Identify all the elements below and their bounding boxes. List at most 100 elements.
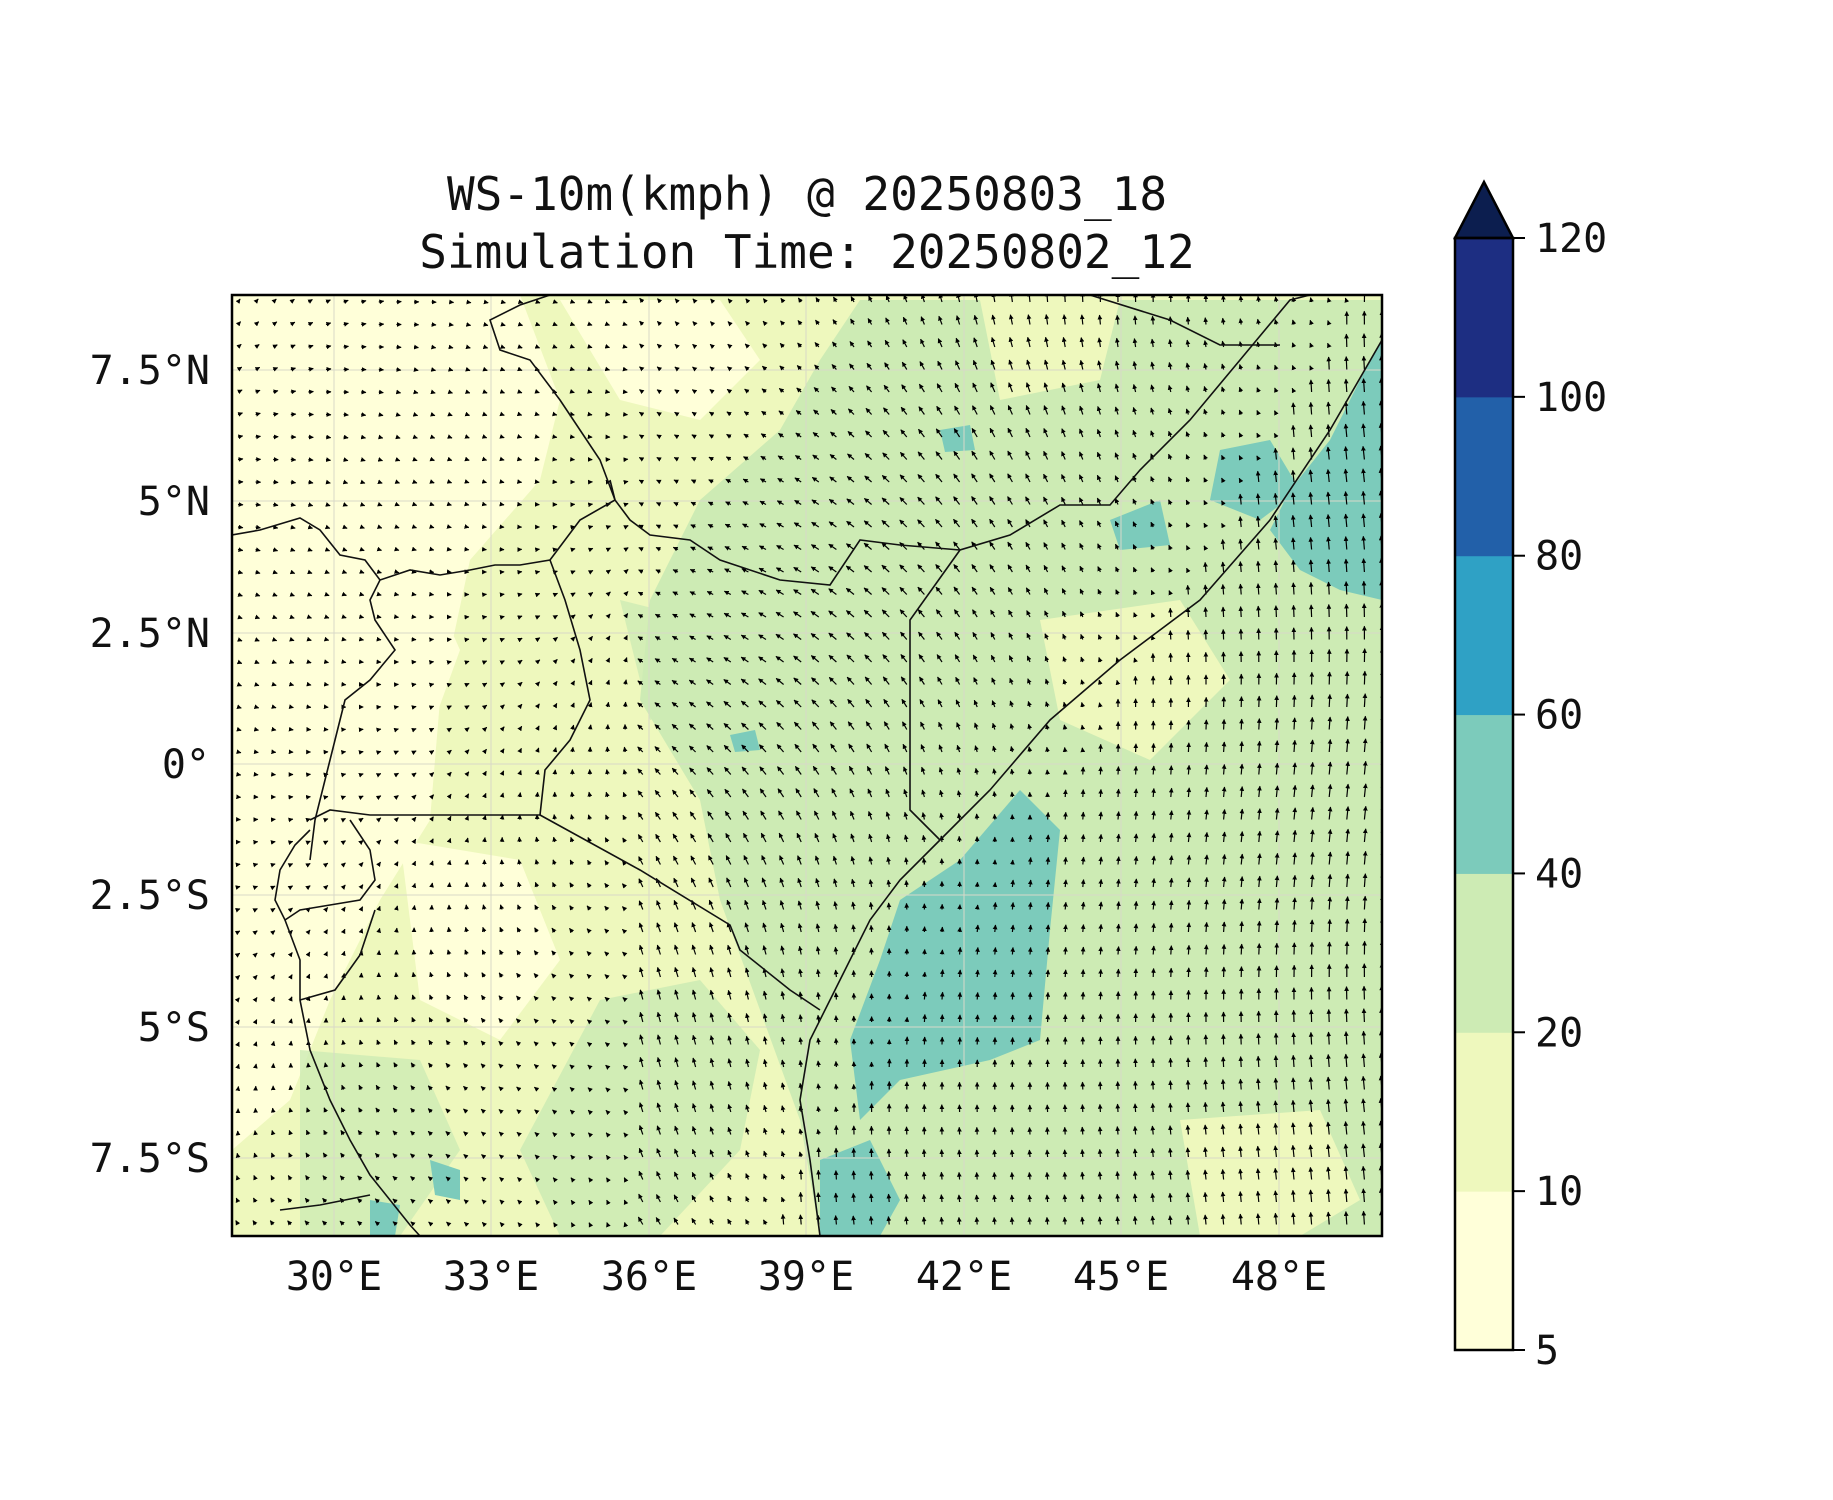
wind-arrow bbox=[1098, 878, 1104, 888]
wind-arrow bbox=[606, 1222, 611, 1228]
wind-arrow bbox=[273, 479, 279, 485]
wind-arrow bbox=[466, 299, 472, 305]
wind-arrow bbox=[922, 971, 927, 978]
wind-arrow bbox=[1115, 1148, 1121, 1158]
wind-arrow bbox=[1026, 314, 1032, 325]
wind-arrow bbox=[1063, 834, 1068, 843]
wind-arrow bbox=[990, 337, 996, 348]
wind-arrow bbox=[691, 411, 698, 417]
wind-arrow bbox=[1150, 1125, 1156, 1135]
wind-arrow bbox=[921, 1171, 927, 1180]
wind-arrow bbox=[1063, 901, 1068, 910]
wind-arrow bbox=[1009, 768, 1015, 775]
wind-arrow bbox=[270, 885, 276, 891]
wind-arrow bbox=[378, 389, 384, 395]
wind-arrow bbox=[1061, 451, 1066, 460]
wind-arrow bbox=[237, 389, 243, 395]
wind-arrow bbox=[778, 410, 784, 416]
wind-arrow bbox=[273, 389, 279, 395]
wind-arrow bbox=[708, 479, 714, 484]
wind-arrow bbox=[1151, 810, 1156, 820]
colorbar-segment bbox=[1455, 873, 1513, 1033]
wind-arrow bbox=[1079, 428, 1084, 438]
wind-arrow bbox=[464, 904, 470, 910]
wind-arrow bbox=[1096, 406, 1102, 415]
wind-arrow bbox=[606, 1199, 611, 1206]
wind-arrow bbox=[1097, 314, 1103, 325]
wind-arrow bbox=[1025, 473, 1031, 483]
wind-arrow bbox=[884, 339, 890, 348]
wind-arrow bbox=[1361, 355, 1367, 370]
wind-arrow bbox=[1079, 405, 1084, 415]
wind-arrow bbox=[396, 367, 402, 372]
wind-arrow bbox=[305, 840, 311, 846]
wind-arrow bbox=[1220, 606, 1226, 618]
wind-arrow bbox=[1291, 1054, 1296, 1068]
wind-arrow bbox=[448, 322, 454, 327]
wind-arrow bbox=[252, 862, 259, 868]
wind-arrow bbox=[1256, 410, 1261, 416]
wind-arrow bbox=[1273, 432, 1279, 439]
wind-arrow bbox=[744, 388, 750, 394]
wind-arrow bbox=[1133, 923, 1139, 933]
wind-arrow bbox=[1326, 401, 1331, 415]
wind-arrow bbox=[1043, 473, 1049, 483]
wind-arrow bbox=[288, 1085, 294, 1091]
wind-arrow bbox=[1133, 833, 1139, 843]
wind-arrow bbox=[1309, 694, 1315, 708]
wind-arrow bbox=[1115, 788, 1121, 798]
wind-arrow bbox=[922, 991, 928, 1000]
wind-arrow bbox=[1186, 922, 1192, 933]
wind-arrow bbox=[552, 321, 558, 327]
wind-arrow bbox=[235, 1152, 241, 1159]
wind-arrow bbox=[1238, 1056, 1244, 1068]
wind-arrow bbox=[552, 769, 558, 775]
wind-arrow bbox=[709, 343, 716, 349]
wind-arrow bbox=[235, 1063, 240, 1070]
wind-arrow bbox=[1167, 430, 1173, 438]
wind-arrow bbox=[1114, 360, 1120, 370]
wind-arrow bbox=[1010, 947, 1016, 955]
wind-arrow bbox=[1151, 923, 1156, 933]
wind-arrow bbox=[935, 428, 943, 438]
wind-arrow bbox=[796, 387, 802, 393]
colorbar-segment bbox=[1455, 396, 1513, 557]
wind-arrow bbox=[1344, 693, 1350, 708]
wind-arrow bbox=[325, 344, 332, 350]
wind-arrow bbox=[1186, 899, 1192, 910]
wind-arrow bbox=[1308, 581, 1314, 595]
wind-arrow bbox=[656, 411, 662, 417]
wind-arrow bbox=[499, 366, 506, 372]
wind-arrow bbox=[253, 321, 260, 327]
wind-arrow bbox=[1132, 315, 1138, 325]
wind-arrow bbox=[882, 452, 890, 460]
wind-arrow bbox=[975, 969, 980, 978]
wind-arrow bbox=[1168, 476, 1173, 483]
wind-arrow bbox=[1168, 900, 1174, 910]
wind-arrow bbox=[360, 434, 366, 440]
wind-arrow bbox=[1273, 470, 1279, 483]
wind-arrow bbox=[235, 321, 242, 327]
wind-arrow bbox=[270, 1107, 276, 1113]
wind-arrow bbox=[290, 367, 296, 372]
wind-arrow bbox=[431, 322, 437, 327]
wind-arrow bbox=[971, 473, 978, 483]
wind-arrow bbox=[1061, 359, 1067, 370]
wind-arrow bbox=[638, 411, 645, 417]
wind-arrow bbox=[255, 389, 261, 395]
wind-arrow bbox=[798, 1169, 804, 1180]
wind-arrow bbox=[1168, 787, 1174, 798]
wind-arrow bbox=[1185, 316, 1191, 325]
wind-arrow bbox=[828, 498, 837, 505]
wind-arrow bbox=[935, 473, 943, 483]
wind-arrow bbox=[446, 501, 452, 507]
wind-arrow bbox=[1043, 450, 1049, 460]
wind-arrow bbox=[1150, 1103, 1156, 1113]
wind-arrow bbox=[971, 496, 978, 505]
wind-arrow bbox=[1203, 340, 1208, 348]
wind-arrow bbox=[235, 885, 241, 890]
wind-arrow bbox=[446, 926, 452, 933]
wind-arrow bbox=[1327, 342, 1332, 349]
wind-arrow bbox=[798, 1214, 804, 1225]
wind-arrow bbox=[868, 295, 873, 303]
